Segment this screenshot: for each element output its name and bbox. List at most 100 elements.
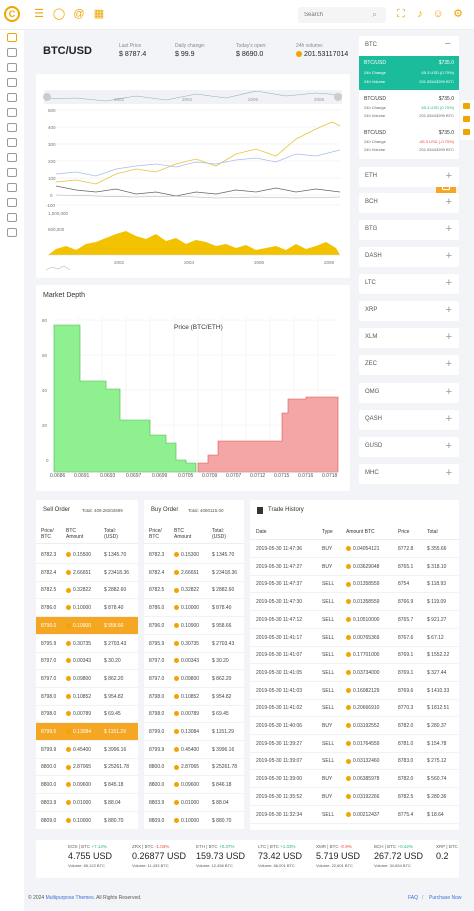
expand-icon[interactable]: + [445, 277, 452, 289]
navigator-handle-right[interactable] [334, 93, 342, 101]
table-row[interactable]: 8795.9 0.30735 $ 2703.43 [144, 635, 244, 653]
expand-icon[interactable]: + [445, 304, 452, 316]
table-row[interactable]: 8797.0 0.00343 $ 30.20 [36, 652, 138, 671]
tool-layout-icon[interactable] [463, 103, 470, 109]
table-row[interactable]: 8782.4 2.66651 $ 23418.36 [36, 564, 138, 582]
table-row[interactable]: 2019-05-30 11:40:06 BUY 0.03192552 8782.0 $ … [250, 717, 459, 735]
table-row[interactable]: 8786.0 0.10000 $ 878.40 [36, 599, 138, 618]
coin-group-gusd[interactable]: GUSD + [359, 437, 459, 457]
table-row[interactable]: 8782.5 0.32822 $ 2882.60 [36, 581, 138, 600]
table-row[interactable]: 2019-05-30 11:41:17 SELL 0.00765369 8767.6 $… [250, 629, 459, 647]
table-row[interactable]: 2019-05-30 11:32:34 SELL 0.00212437 8775.4 $… [250, 806, 459, 824]
table-row[interactable]: 8799.0 0.13084 $ 1151.29 [36, 723, 138, 741]
expand-icon[interactable]: + [445, 413, 452, 425]
table-row[interactable]: 8782.5 0.32822 $ 2882.60 [144, 581, 244, 600]
sidebar-history-icon[interactable] [7, 63, 17, 72]
expand-icon[interactable]: + [445, 386, 452, 398]
table-row[interactable]: 8809.0 0.10000 $ 880.70 [144, 812, 244, 830]
footer-brand-link[interactable]: Multipurpose Themes [45, 895, 94, 901]
bell-icon[interactable]: ♪ [417, 8, 423, 20]
sidebar-mail-icon[interactable] [7, 138, 17, 147]
table-row[interactable]: 8809.0 0.10000 $ 880.70 [36, 812, 138, 830]
table-row[interactable]: 8803.9 0.01000 $ 88.04 [144, 794, 244, 812]
sidebar-wallet-icon[interactable] [7, 108, 17, 117]
table-row[interactable]: 8796.0 0.10900 $ 958.66 [36, 616, 138, 635]
sidebar-doc-icon[interactable] [7, 198, 17, 207]
expand-icon[interactable]: + [445, 440, 452, 452]
expand-icon[interactable]: + [445, 223, 452, 235]
at-icon[interactable]: @ [73, 8, 85, 20]
table-row[interactable]: 2019-05-30 11:41:05 SELL 0.03734000 8769.1 $… [250, 664, 459, 682]
sidebar-users-icon[interactable] [7, 93, 17, 102]
navigator-handle-left[interactable] [43, 93, 51, 101]
sidebar-layers-icon[interactable] [7, 48, 17, 57]
table-row[interactable]: 8799.9 0.45400 $ 3996.16 [144, 741, 244, 759]
expand-icon[interactable]: + [445, 196, 452, 208]
table-row[interactable]: 8782.3 0.15500 $ 1345.70 [36, 546, 138, 564]
table-row[interactable]: 2019-05-30 11:47:30 SELL 0.01358559 8766.9 $… [250, 593, 459, 612]
coin-group-eth[interactable]: ETH + [359, 167, 459, 187]
expand-icon[interactable]: + [445, 331, 452, 343]
ticker-strip-item[interactable]: XRP | BTC 0.2 [436, 844, 459, 876]
table-row[interactable]: 8796.0 0.10900 $ 958.66 [144, 617, 244, 635]
sidebar-calendar-icon[interactable] [7, 153, 17, 162]
sidebar-lock-icon[interactable] [7, 228, 17, 237]
coin-group-btg[interactable]: BTG + [359, 220, 459, 240]
expand-icon[interactable]: + [445, 358, 452, 370]
search-input[interactable] [298, 7, 386, 23]
ticker-strip-item[interactable]: ZRX | BTC -1.03% 0.26877 USD Volume: 11,43… [132, 844, 192, 876]
expand-icon[interactable]: + [445, 250, 452, 262]
gear-icon[interactable]: ⚙ [453, 8, 463, 20]
menu-icon[interactable]: ☰ [34, 8, 44, 20]
sidebar-table-icon[interactable] [7, 213, 17, 222]
table-row[interactable]: 8798.0 0.00789 $ 69.45 [36, 705, 138, 724]
coin-group-xlm[interactable]: XLM + [359, 328, 459, 348]
ticker-strip-item[interactable]: BCH | BTC +0.42% 267.72 USD Volume: 34,654… [374, 844, 434, 876]
ticker-strip-item[interactable]: LTC | BTC +1.03% 73.42 USD Volume: 66,001 … [258, 844, 318, 876]
ticker-strip-item[interactable]: EOS | BTC +7.14% 4.755 USD Volume: 65,122 … [68, 844, 128, 876]
table-row[interactable]: 2019-05-30 11:41:07 SELL 0.17701000 8769.1 $… [250, 646, 459, 665]
ticker-item[interactable]: BTC/USD $735.0 24h Change 65.3 USD (0.75… [364, 96, 454, 118]
table-row[interactable]: 8795.9 0.30735 $ 2703.43 [36, 635, 138, 653]
market-depth-chart[interactable]: Price (BTC/ETH) 80 60 40 20 0 [36, 285, 350, 491]
sidebar-gift-icon[interactable] [7, 168, 17, 177]
tool-settings-icon[interactable] [463, 116, 470, 122]
table-row[interactable]: 8800.0 0.09600 $ 846.18 [144, 776, 244, 795]
table-row[interactable]: 8800.0 2.87065 $ 25261.78 [144, 758, 244, 777]
table-row[interactable]: 8798.0 0.00789 $ 69.45 [144, 705, 244, 724]
table-row[interactable]: 8798.0 0.10852 $ 954.82 [144, 688, 244, 706]
table-row[interactable]: 2019-05-30 11:39:07 SELL 0.03132460 8783.0 $… [250, 752, 459, 771]
table-row[interactable]: 8786.0 0.10000 $ 878.40 [144, 599, 244, 618]
table-row[interactable]: 2019-05-30 11:47:36 BUY 0.04054121 8772.8 $ … [250, 540, 459, 558]
footer-faq-link[interactable]: FAQ [408, 895, 419, 901]
table-row[interactable]: 8782.3 0.15300 $ 1345.70 [144, 546, 244, 564]
table-row[interactable]: 8800.0 2.87065 $ 25261.78 [36, 758, 138, 777]
table-row[interactable]: 2019-05-30 11:47:12 SELL 0.10510000 8765.7 $… [250, 611, 459, 629]
table-row[interactable]: 2019-05-30 11:47:27 BUY 0.03629048 8765.1 $ … [250, 558, 459, 576]
table-row[interactable]: 8803.9 0.01000 $ 88.04 [36, 794, 138, 812]
collapse-icon[interactable]: − [444, 38, 451, 50]
sidebar-dashboard-icon[interactable] [7, 33, 17, 42]
ticker-strip-item[interactable]: XMR | BTC -0.9% 5.719 USD Volume: 22,601 B… [316, 844, 376, 876]
coin-group-mhc[interactable]: MHC + [359, 464, 459, 484]
table-row[interactable]: 2019-05-30 11:47:37 SELL 0.01358559 8754 $ 1… [250, 575, 459, 594]
table-row[interactable]: 2019-05-30 11:41:02 SELL 0.20666910 8770.3 $… [250, 699, 459, 718]
coin-group-ltc[interactable]: LTC + [359, 274, 459, 294]
sidebar-chart-icon[interactable] [7, 123, 17, 132]
table-row[interactable]: 2019-05-30 11:39:00 BUY 0.06385978 8782.0 $ … [250, 770, 459, 789]
fullscreen-icon[interactable]: ⛶ [397, 8, 405, 20]
coin-group-xrp[interactable]: XRP + [359, 301, 459, 321]
tool-cart-icon[interactable] [463, 129, 470, 135]
table-row[interactable]: 2019-05-30 11:35:52 BUY 0.03192266 8782.5 $ … [250, 788, 459, 806]
table-row[interactable]: 8782.4 2.66651 $ 23418.36 [144, 564, 244, 582]
table-row[interactable]: 8800.0 0.09600 $ 845.18 [36, 776, 138, 795]
logo-icon[interactable]: C [4, 6, 20, 22]
expand-icon[interactable]: + [445, 467, 452, 479]
coin-group-zec[interactable]: ZEC + [359, 355, 459, 375]
table-row[interactable]: 8799.9 0.45400 $ 3996.16 [36, 741, 138, 759]
sidebar-cart-icon[interactable] [7, 183, 17, 192]
user-icon[interactable]: ☺ [432, 8, 444, 20]
navigator-area[interactable] [44, 90, 342, 104]
table-row[interactable]: 8799.0 0.13084 $ 1151.29 [144, 723, 244, 741]
footer-purchase-link[interactable]: Purchase Now [429, 895, 462, 901]
